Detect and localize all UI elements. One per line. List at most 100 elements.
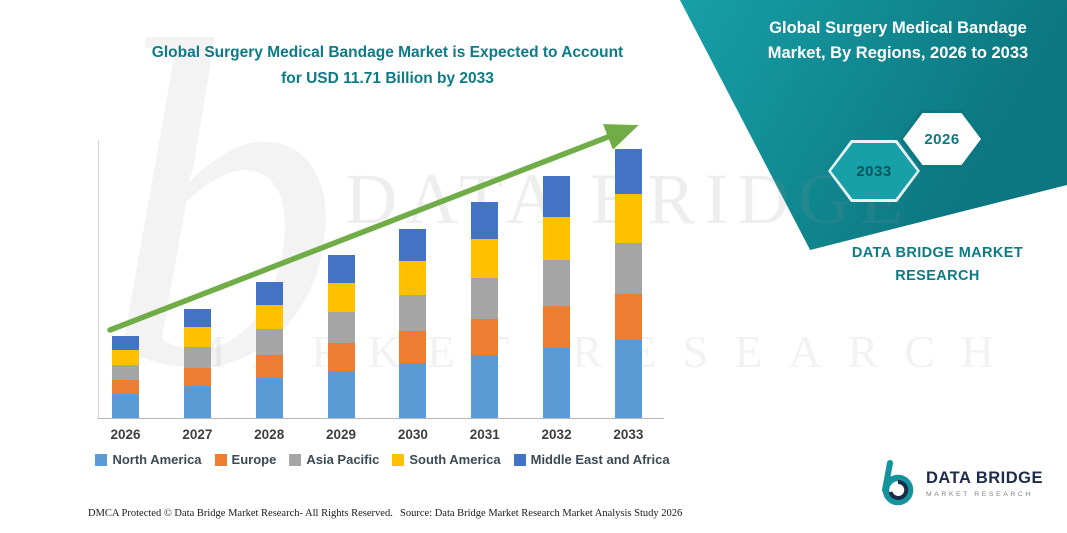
bar-segment-north-america <box>471 355 499 418</box>
y-axis-line <box>98 140 99 419</box>
legend-swatch <box>95 453 108 466</box>
bar-stack <box>183 308 211 418</box>
hexagon-2033-label: 2033 <box>856 162 892 180</box>
bar-segment-asia-pacific <box>112 364 139 381</box>
bar-column: 2029 <box>326 255 356 442</box>
bar-segment-south-america <box>399 260 427 295</box>
bar-segment-europe <box>614 294 642 340</box>
bar-segment-north-america <box>543 347 571 418</box>
x-axis-label: 2033 <box>613 427 644 442</box>
legend-item: North America <box>95 452 202 467</box>
bar-column: 2026 <box>110 335 141 442</box>
bar-segment-south-america <box>112 349 139 365</box>
bar-segment-europe <box>112 380 139 395</box>
trend-arrow-line <box>107 124 639 333</box>
legend-label: Europe <box>231 452 277 467</box>
bar-stack <box>327 255 355 418</box>
bar-column: 2032 <box>542 175 572 442</box>
bar-segment-north-america <box>399 363 427 418</box>
bar-segment-asia-pacific <box>327 312 355 344</box>
logo-tagline: MARKET RESEARCH <box>926 490 1033 498</box>
bar-segment-north-america <box>183 386 211 418</box>
hexagon-2026-label: 2026 <box>924 130 960 148</box>
x-axis-label: 2031 <box>469 427 500 442</box>
bar-segment-asia-pacific <box>183 347 211 368</box>
bar-stack <box>399 228 427 418</box>
x-axis-label: 2026 <box>110 427 141 442</box>
legend-label: South America <box>409 452 501 467</box>
bar-segment-north-america <box>112 394 139 418</box>
legend-label: Asia Pacific <box>306 452 380 467</box>
legend-item: Europe <box>214 452 277 467</box>
bar-segment-south-america <box>471 238 499 278</box>
bar-segment-south-america <box>543 216 571 261</box>
bar-stack <box>614 148 642 418</box>
bar-column: 2031 <box>470 202 500 442</box>
bar-segment-north-america <box>327 370 355 418</box>
legend-swatch <box>392 453 405 466</box>
bar-segment-middle-east-and-africa <box>255 281 283 305</box>
bar-segment-middle-east-and-africa <box>543 175 571 217</box>
bar-segment-north-america <box>614 339 642 418</box>
x-axis-label: 2027 <box>182 427 213 442</box>
bar-segment-asia-pacific <box>614 242 642 295</box>
legend-swatch <box>214 453 227 466</box>
x-axis-label: 2030 <box>397 427 428 442</box>
logo-name: DATA BRIDGE <box>926 468 1044 487</box>
x-axis-line <box>98 418 664 419</box>
legend-item: South America <box>392 452 501 467</box>
data-bridge-logo-icon <box>882 460 914 506</box>
footer-source: Source: Data Bridge Market Research Mark… <box>400 508 683 519</box>
panel-heading: Global Surgery Medical Bandage Market, B… <box>738 16 1058 66</box>
bar-segment-asia-pacific <box>399 294 427 331</box>
bar-segment-asia-pacific <box>255 329 283 356</box>
legend-item: Middle East and Africa <box>513 452 670 467</box>
bar-stack <box>543 175 571 418</box>
x-axis-label: 2032 <box>541 427 572 442</box>
bar-segment-middle-east-and-africa <box>471 202 499 239</box>
bar-segment-middle-east-and-africa <box>327 255 355 284</box>
bar-column: 2030 <box>398 228 428 442</box>
bar-segment-europe <box>399 330 427 363</box>
bar-stack <box>112 335 139 418</box>
x-axis-label: 2029 <box>326 427 357 442</box>
bar-segment-middle-east-and-africa <box>399 228 427 261</box>
chart-title-line2: for USD 11.71 Billion by 2033 <box>281 69 494 87</box>
legend-swatch <box>513 453 526 466</box>
chart-legend: North America Europe Asia Pacific South Ame… <box>85 452 680 467</box>
bar-chart: 2026 2027 2028 2029 2030 2031 2032 2033 <box>110 146 643 442</box>
bar-column: 2033 <box>613 148 643 442</box>
bar-stack <box>255 281 283 418</box>
x-axis-label: 2028 <box>254 427 285 442</box>
bar-segment-europe <box>183 367 211 387</box>
bar-segment-middle-east-and-africa <box>183 308 211 328</box>
legend-item: Asia Pacific <box>289 452 379 467</box>
trend-arrow-icon <box>107 124 639 333</box>
bar-segment-europe <box>327 343 355 371</box>
bar-segment-south-america <box>255 304 283 330</box>
brand-text-line1: DATA BRIDGE MARKET <box>851 245 1024 261</box>
bar-segment-europe <box>543 306 571 348</box>
bar-segment-south-america <box>327 283 355 313</box>
bar-segment-middle-east-and-africa <box>112 335 139 350</box>
data-bridge-logo: DATA BRIDGE MARKET RESEARCH <box>874 460 1043 506</box>
bar-stack <box>471 202 499 418</box>
legend-label: North America <box>112 452 202 467</box>
chart-title-line1: Global Surgery Medical Bandage Market is… <box>151 44 624 61</box>
bar-segment-asia-pacific <box>471 277 499 319</box>
bar-segment-south-america <box>183 327 211 348</box>
footer-dmca: DMCA Protected © Data Bridge Market Rese… <box>88 508 393 519</box>
bar-segment-europe <box>255 355 283 379</box>
panel-heading-line2: Market, By Regions, 2026 to 2033 <box>767 43 1029 62</box>
bar-column: 2028 <box>254 281 284 442</box>
bar-column: 2027 <box>182 308 212 442</box>
brand-text: DATA BRIDGE MARKET RESEARCH <box>840 242 1035 288</box>
legend-swatch <box>289 453 302 466</box>
brand-text-line2: RESEARCH <box>895 268 980 285</box>
bar-segment-south-america <box>614 194 642 243</box>
bar-segment-north-america <box>255 378 283 418</box>
bar-segment-europe <box>471 318 499 356</box>
bar-segment-middle-east-and-africa <box>614 148 642 195</box>
panel-heading-line1: Global Surgery Medical Bandage <box>769 19 1027 37</box>
